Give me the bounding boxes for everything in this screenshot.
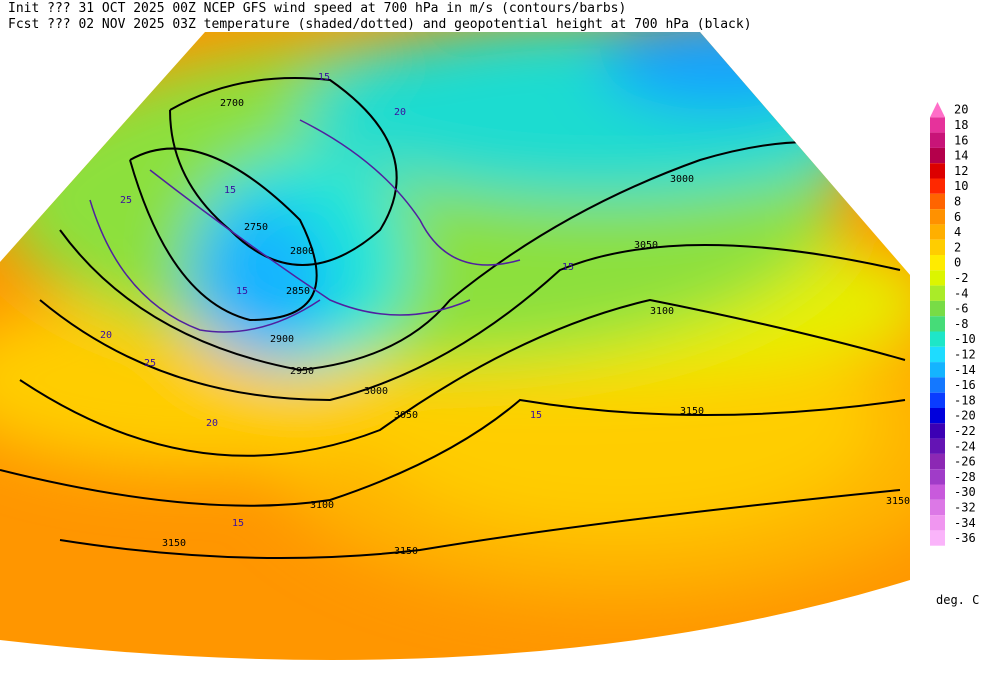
legend-label: -2 bbox=[954, 271, 968, 285]
legend-swatch bbox=[930, 300, 945, 317]
legend-swatch bbox=[930, 392, 945, 408]
height-label: 2850 bbox=[286, 286, 310, 297]
legend-swatch bbox=[930, 255, 945, 271]
legend-swatch bbox=[930, 530, 945, 546]
legend-swatch bbox=[930, 438, 945, 454]
height-label: 3150 bbox=[886, 496, 910, 507]
height-label: 3000 bbox=[364, 386, 388, 397]
legend-swatch bbox=[930, 147, 945, 164]
legend-label: -6 bbox=[954, 302, 968, 316]
legend-swatch bbox=[930, 316, 945, 332]
legend-label: -20 bbox=[954, 409, 976, 423]
legend-label: -32 bbox=[954, 500, 976, 514]
wind-label: 15 bbox=[236, 286, 248, 297]
legend-swatch bbox=[930, 453, 945, 470]
legend-label: -24 bbox=[954, 439, 976, 453]
legend-label: 10 bbox=[954, 179, 968, 193]
legend-label: 0 bbox=[954, 256, 961, 270]
legend-swatch bbox=[930, 331, 945, 347]
legend-label: -10 bbox=[954, 332, 976, 346]
height-label: 3100 bbox=[310, 500, 334, 511]
header-line: Init ??? 31 OCT 2025 00Z NCEP GFS wind s… bbox=[8, 1, 626, 16]
legend-label: -14 bbox=[954, 363, 976, 377]
legend-swatch bbox=[930, 469, 945, 485]
legend-label: -4 bbox=[954, 286, 968, 300]
legend-label: 2 bbox=[954, 240, 961, 254]
legend-swatch bbox=[930, 102, 945, 118]
legend-swatch bbox=[930, 285, 945, 301]
height-label: 3050 bbox=[394, 410, 418, 421]
legend-label: -16 bbox=[954, 378, 976, 392]
height-label: 2900 bbox=[270, 334, 294, 345]
map-field bbox=[0, 32, 910, 660]
legend-label: 18 bbox=[954, 118, 968, 132]
legend-label: -36 bbox=[954, 531, 976, 545]
wind-label: 15 bbox=[232, 518, 244, 529]
height-label: 2750 bbox=[244, 222, 268, 233]
legend-swatch bbox=[930, 270, 945, 286]
legend-swatch bbox=[930, 132, 945, 148]
height-label: 3050 bbox=[634, 240, 658, 251]
legend-swatch bbox=[930, 163, 945, 179]
legend-label: -18 bbox=[954, 393, 976, 407]
legend-swatch bbox=[930, 377, 945, 393]
legend-label: -22 bbox=[954, 424, 976, 438]
legend-swatch bbox=[930, 346, 945, 363]
height-label: 3150 bbox=[162, 538, 186, 549]
legend-label: -12 bbox=[954, 347, 976, 361]
height-label: 3000 bbox=[670, 174, 694, 185]
legend-swatch bbox=[930, 117, 945, 133]
wind-label: 20 bbox=[206, 418, 218, 429]
legend-swatch bbox=[930, 362, 945, 378]
wind-label: 20 bbox=[394, 107, 406, 118]
header-line: Fcst ??? 02 NOV 2025 03Z temperature (sh… bbox=[8, 17, 752, 32]
height-label: 3150 bbox=[394, 546, 418, 557]
wind-label: 20 bbox=[100, 330, 112, 341]
legend-label: 20 bbox=[954, 103, 968, 117]
legend-swatch bbox=[930, 484, 945, 500]
legend-unit: deg. C bbox=[936, 593, 979, 607]
legend-label: 4 bbox=[954, 225, 961, 239]
wind-label: 25 bbox=[144, 358, 156, 369]
wind-label: 15 bbox=[530, 410, 542, 421]
wind-label: 25 bbox=[120, 195, 132, 206]
legend-label: -34 bbox=[954, 516, 976, 530]
legend-label: -30 bbox=[954, 485, 976, 499]
height-label: 2700 bbox=[220, 98, 244, 109]
wind-label: 15 bbox=[224, 185, 236, 196]
legend-swatch bbox=[930, 209, 945, 225]
legend-swatch bbox=[930, 499, 945, 516]
legend-swatch bbox=[930, 408, 945, 424]
legend-label: -28 bbox=[954, 470, 976, 484]
legend-swatch bbox=[930, 193, 945, 210]
legend-swatch bbox=[930, 423, 945, 439]
legend-swatch bbox=[930, 515, 945, 531]
legend-swatch bbox=[930, 178, 945, 194]
legend-label: 6 bbox=[954, 210, 961, 224]
legend-swatch bbox=[930, 239, 945, 255]
legend-label: -8 bbox=[954, 317, 968, 331]
legend-label: 8 bbox=[954, 194, 961, 208]
wind-label: 15 bbox=[318, 72, 330, 83]
height-label: 2950 bbox=[290, 366, 314, 377]
wind-label: 15 bbox=[562, 262, 574, 273]
legend-swatch bbox=[930, 224, 945, 240]
height-label: 3150 bbox=[680, 406, 704, 417]
height-label: 3100 bbox=[650, 306, 674, 317]
height-label: 2800 bbox=[290, 246, 314, 257]
legend-label: 14 bbox=[954, 149, 968, 163]
legend-label: 12 bbox=[954, 164, 968, 178]
legend-label: -26 bbox=[954, 455, 976, 469]
legend-label: 16 bbox=[954, 133, 968, 147]
